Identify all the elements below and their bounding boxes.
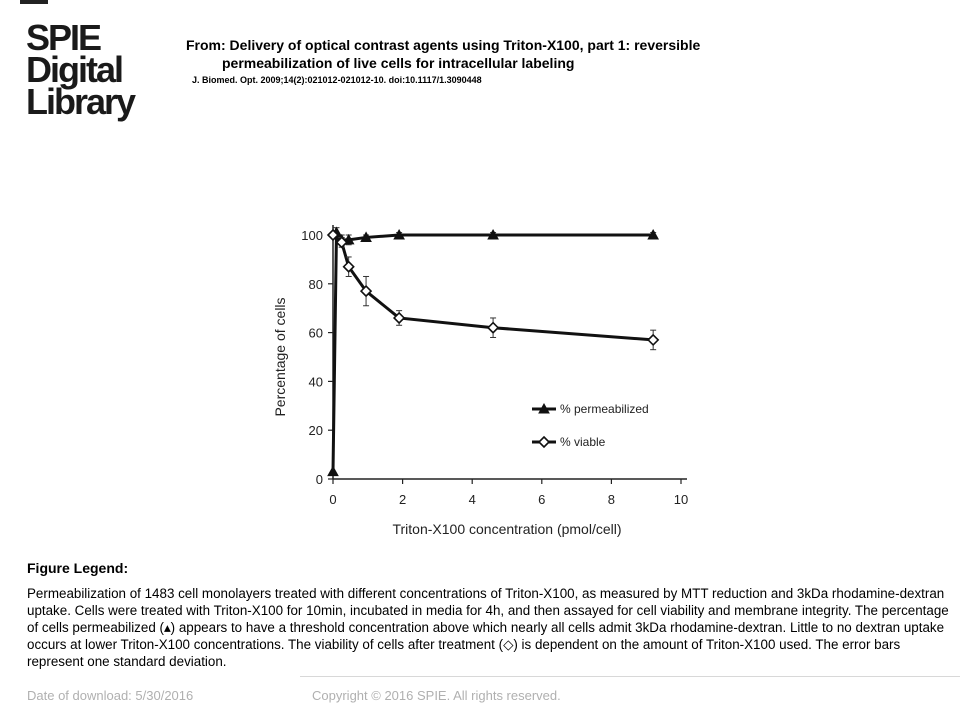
y-tick-label-80: 80 — [309, 277, 323, 292]
y-tick-label-20: 20 — [309, 423, 323, 438]
permeabilized-point-legend — [538, 402, 550, 414]
x-tick-label-4: 4 — [469, 492, 476, 507]
y-tick-label-40: 40 — [309, 374, 323, 389]
x-axis-label: Triton-X100 concentration (pmol/cell) — [392, 521, 621, 537]
legend-permeabilized-label: % permeabilized — [560, 402, 649, 416]
spie-digital-library-logo: SPIE Digital Library — [26, 17, 156, 122]
chart-container: 0 20 40 60 80 100 0 2 4 6 8 10 Triton-X100 concentra… — [260, 210, 700, 550]
logo-line-library: Library — [26, 81, 136, 122]
permeabilized-point-6 — [487, 228, 499, 240]
logo-line-digital: Digital — [26, 49, 124, 90]
y-tick-label-60: 60 — [309, 326, 323, 341]
viable-point-5 — [486, 321, 500, 334]
permeabilized-point-5 — [393, 228, 405, 240]
footer-divider — [300, 676, 960, 677]
x-tick-label-0: 0 — [329, 492, 336, 507]
permeabilized-point-0 — [327, 465, 339, 477]
download-date: Date of download: 5/30/2016 — [27, 688, 194, 703]
viable-point-legend — [537, 435, 551, 449]
x-tick-label-2: 2 — [399, 492, 406, 507]
y-tick-label-0: 0 — [316, 472, 323, 487]
x-tick-label-8: 8 — [608, 492, 615, 507]
copyright-notice: Copyright © 2016 SPIE. All rights reserv… — [312, 688, 561, 703]
viable-point-0 — [326, 228, 340, 242]
legend-viable-label: % viable — [560, 435, 606, 449]
article-citation: J. Biomed. Opt. 2009;14(2):021012-021012… — [192, 75, 482, 85]
y-tick-label-100: 100 — [301, 228, 323, 243]
viable-point-4 — [392, 311, 406, 325]
viable-point-2 — [342, 260, 355, 273]
top-accent-bar — [20, 0, 48, 4]
permeabilized-point-4 — [360, 231, 372, 242]
viable-point-1 — [335, 236, 348, 249]
x-tick-label-10: 10 — [674, 492, 688, 507]
figure-legend-text: Permeabilization of 1483 cell monolayers… — [27, 586, 949, 669]
chart-svg: 0 20 40 60 80 100 0 2 4 6 8 10 Triton-X100 concentra… — [272, 225, 688, 537]
x-tick-label-6: 6 — [538, 492, 545, 507]
article-title-line2: permeabilization of live cells for intra… — [222, 55, 575, 71]
y-axis-label: Percentage of cells — [272, 297, 288, 416]
viable-point-6 — [647, 333, 660, 347]
article-title: From: Delivery of optical contrast agent… — [186, 36, 826, 72]
permeabilized-point-7 — [647, 228, 660, 240]
article-title-line1: From: Delivery of optical contrast agent… — [186, 37, 701, 53]
logo-line-spie: SPIE — [26, 17, 102, 58]
figure-legend-title: Figure Legend: — [27, 560, 129, 576]
viable-point-3 — [359, 284, 373, 298]
